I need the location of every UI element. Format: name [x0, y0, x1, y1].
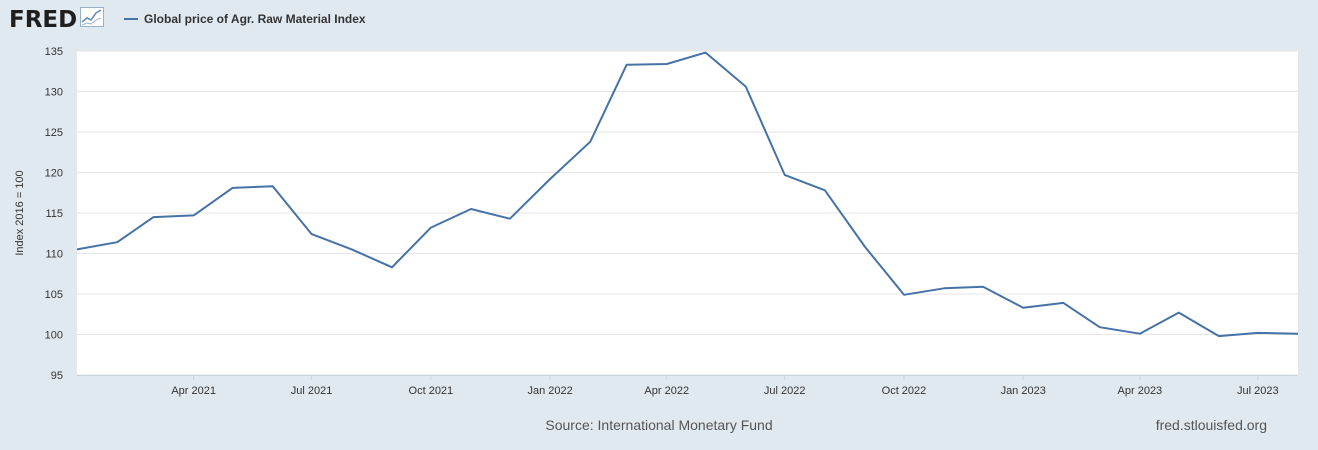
y-tick-label: 120	[45, 168, 63, 180]
x-tick-label: Jan 2023	[1001, 385, 1046, 397]
x-tick-label: Apr 2023	[1118, 385, 1163, 397]
y-tick-label: 135	[45, 46, 63, 58]
y-tick-label: 95	[51, 370, 63, 382]
x-tick-label: Oct 2021	[409, 385, 454, 397]
x-tick-label: Apr 2021	[171, 385, 216, 397]
x-tick-label: Jan 2022	[527, 385, 572, 397]
y-tick-label: 125	[45, 127, 63, 139]
y-tick-label: 105	[45, 289, 63, 301]
y-tick-label: 110	[45, 249, 63, 261]
site-link[interactable]: fred.stlouisfed.org	[1155, 417, 1267, 433]
x-tick-label: Jul 2021	[291, 385, 333, 397]
x-tick-label: Apr 2022	[644, 385, 689, 397]
fred-logo-text: FRED	[9, 7, 78, 33]
fred-logo[interactable]: FRED	[9, 7, 105, 33]
legend-series-label: Global price of Agr. Raw Material Index	[144, 12, 366, 26]
x-tick-label: Jul 2023	[1237, 385, 1279, 397]
x-tick-label: Oct 2022	[882, 385, 927, 397]
x-tick-label: Jul 2022	[764, 385, 806, 397]
chart-legend[interactable]: Global price of Agr. Raw Material Index	[124, 12, 366, 26]
chart-header: FRED Global price of Agr. Raw Material I…	[0, 0, 1318, 40]
y-axis-title: Index 2016 = 100	[14, 170, 26, 255]
x-axis: Apr 2021 Jul 2021 Oct 2021 Jan 2022 Apr 2022…	[77, 375, 1298, 397]
y-tick-label: 130	[45, 87, 63, 99]
series-line[interactable]	[76, 51, 1299, 338]
source-caption: Source: International Monetary Fund	[545, 417, 773, 433]
y-tick-label: 115	[45, 208, 63, 220]
chart-line-icon	[80, 7, 105, 33]
legend-series-swatch	[124, 18, 138, 20]
y-axis: 95 100 105 110 115 120 125 130 135	[45, 46, 63, 382]
line-chart: 95 100 105 110 115 120 125 130 135 Apr 2021 Jul 2…	[14, 46, 1299, 397]
y-tick-label: 100	[45, 330, 63, 342]
